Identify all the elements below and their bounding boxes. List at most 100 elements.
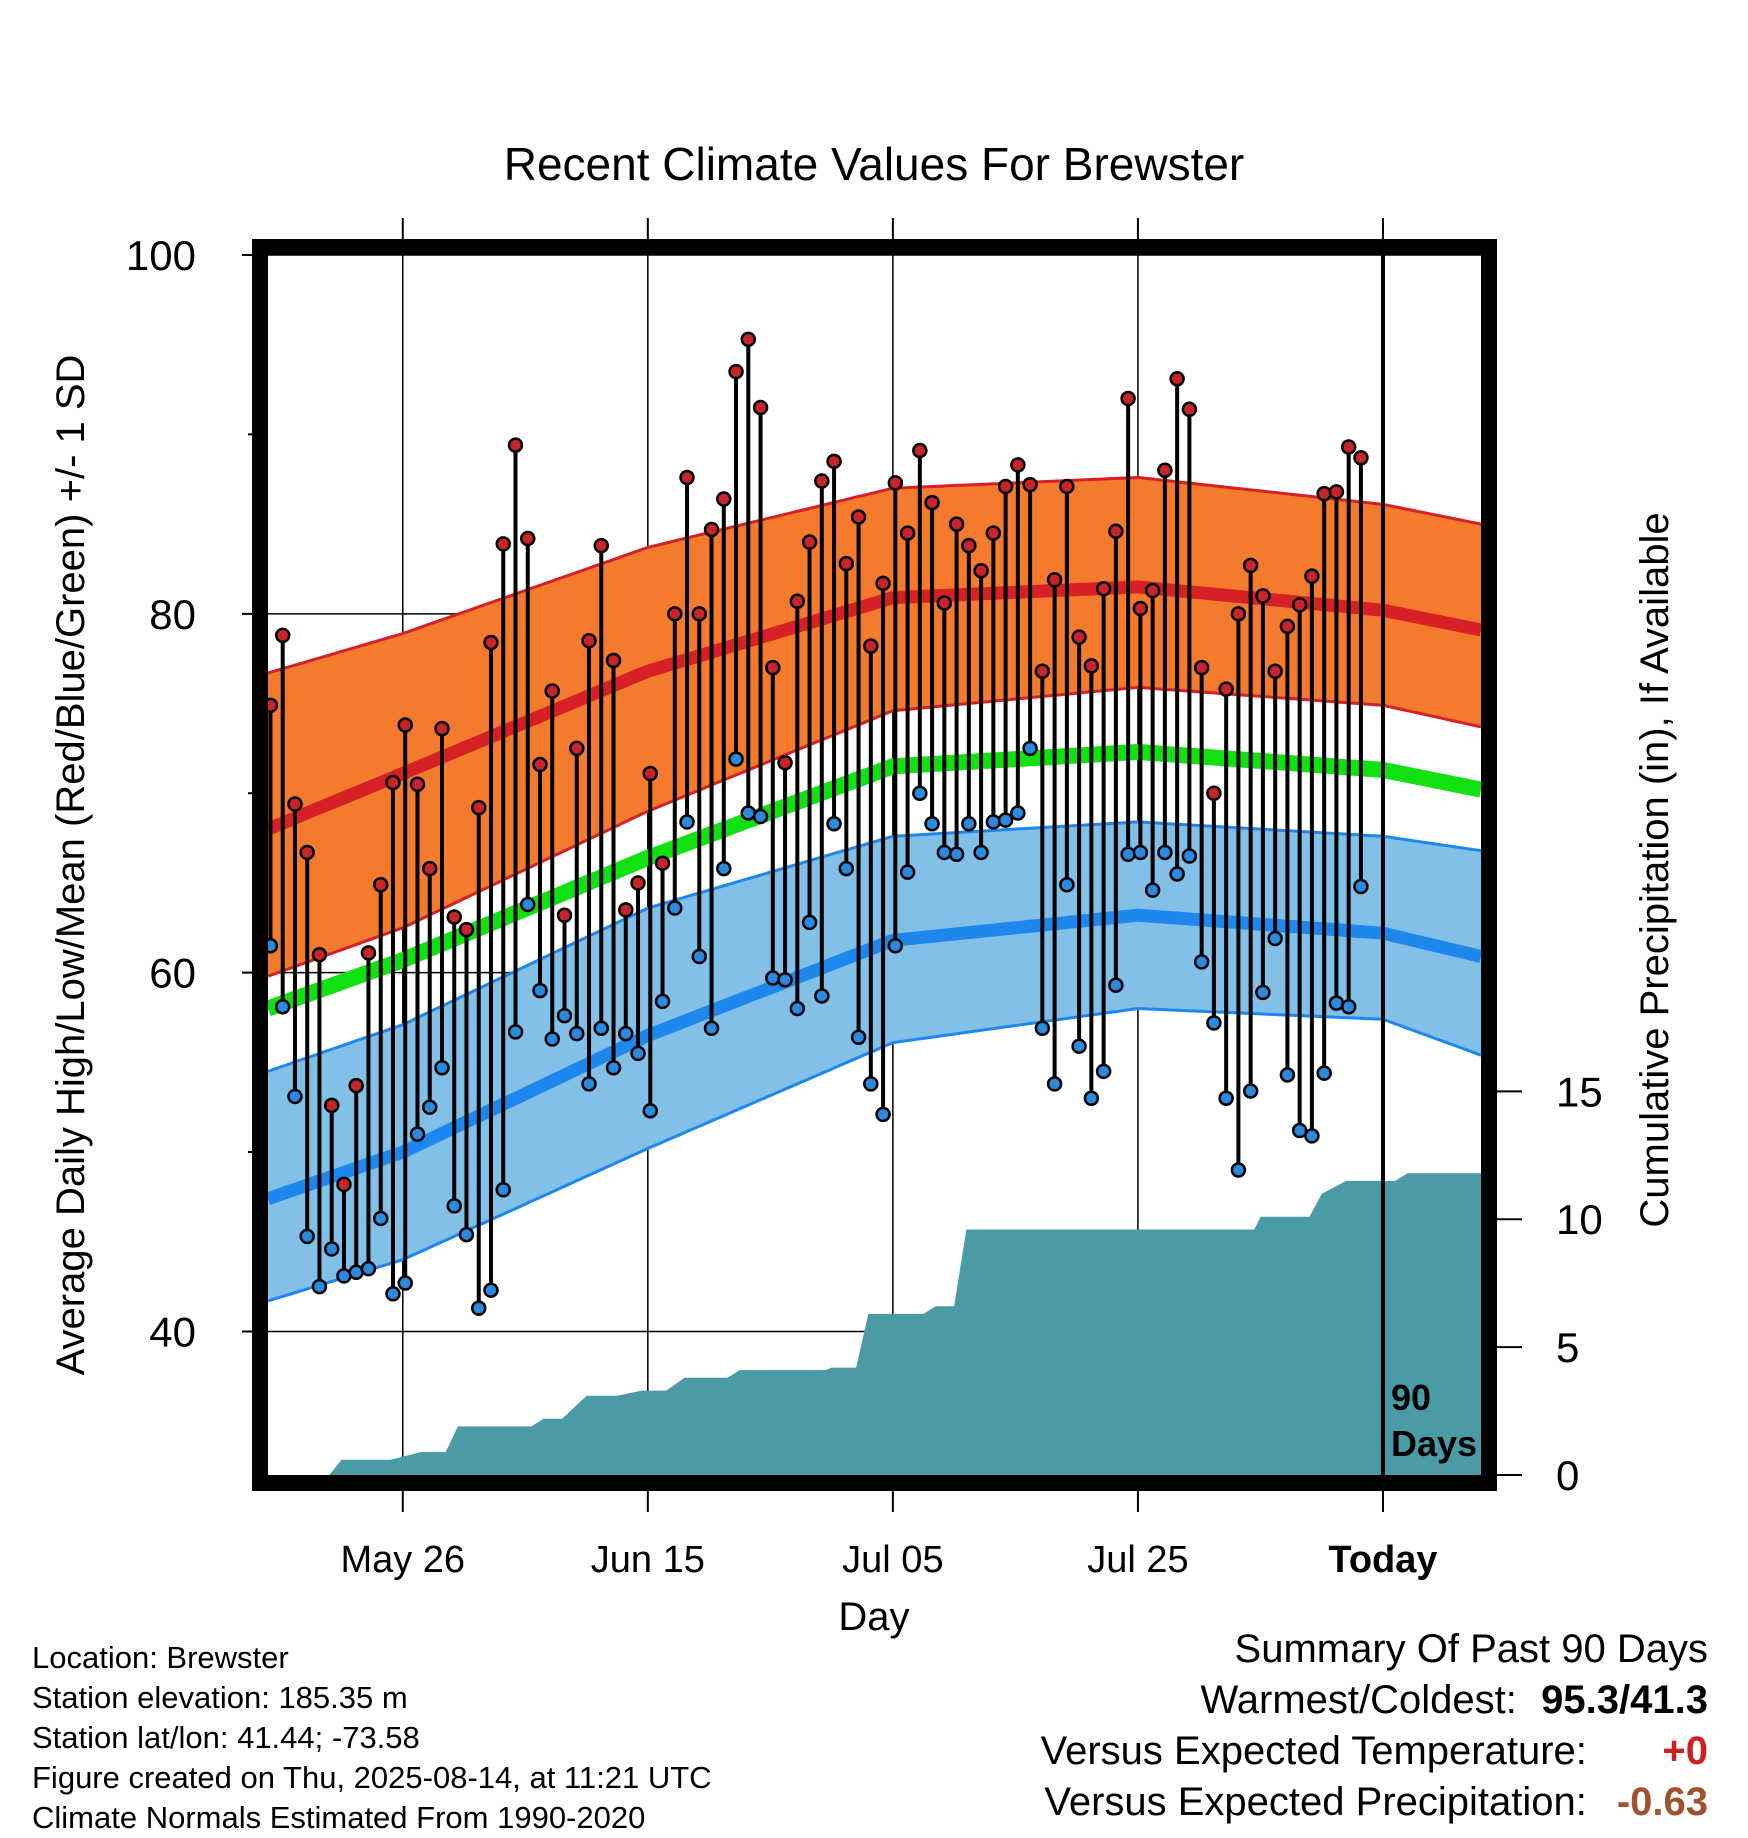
daily-high-point <box>1340 439 1357 455</box>
daily-high-point <box>728 363 744 380</box>
daily-low-point <box>826 815 842 832</box>
low-normal-band-upper-edge <box>267 820 1482 1073</box>
daily-high-point <box>274 627 291 644</box>
daily-low-point <box>679 814 695 830</box>
daily-low-point <box>1291 1122 1308 1139</box>
temperature-departure-row: Versus Expected Temperature: +0 <box>1041 1726 1708 1777</box>
daily-high-point <box>765 659 781 676</box>
precipitation-departure-row: Versus Expected Precipitation: -0.63 <box>1041 1777 1708 1828</box>
daily-high-point <box>1071 629 1087 645</box>
daily-low-point <box>618 1025 634 1042</box>
daily-low-point <box>961 815 977 832</box>
daily-high-point <box>826 453 842 470</box>
daily-high-point <box>777 754 793 771</box>
daily-high-point <box>593 537 610 554</box>
daily-high-point <box>1108 523 1124 540</box>
daily-low-point <box>397 1275 413 1291</box>
daily-low-point <box>850 1029 867 1045</box>
daily-high-point <box>1169 371 1185 387</box>
daily-temperature-series <box>262 331 1369 1316</box>
daily-high-point <box>1144 582 1161 599</box>
daily-low-point <box>1267 930 1283 947</box>
created-text: Figure created on Thu, 2025-08-14, at 11… <box>32 1760 712 1795</box>
daily-low-point <box>1340 998 1357 1015</box>
daily-high-point <box>1316 485 1332 502</box>
daily-low-point <box>360 1260 377 1277</box>
daily-high-point <box>446 909 462 925</box>
low-normal-band-fill <box>268 821 1481 1301</box>
daily-high-point <box>1328 484 1345 500</box>
warmest-coldest-value: 95.3/41.3 <box>1541 1678 1708 1722</box>
daily-low-point <box>703 1020 720 1037</box>
daily-low-point <box>875 1106 891 1123</box>
x-tick-label: Jun 15 <box>591 1539 705 1581</box>
summary-panel: Summary Of Past 90 Days Warmest/Coldest:… <box>1041 1624 1708 1828</box>
daily-low-point <box>691 948 708 965</box>
daily-low-point <box>434 1059 450 1076</box>
daily-high-point <box>887 475 904 491</box>
y2-axis-label: Cumulative Precipitation (in), If Availa… <box>1633 512 1677 1227</box>
daily-low-point <box>470 1300 487 1316</box>
precipitation-departure-value: -0.63 <box>1616 1780 1708 1824</box>
daily-low-point <box>973 844 989 861</box>
daily-high-point <box>1218 681 1234 697</box>
y-tick-label: 100 <box>126 232 196 279</box>
high-normal-band-lower-edge <box>267 685 1482 978</box>
daily-low-point <box>274 998 291 1015</box>
daily-low-point <box>716 860 732 877</box>
daily-high-point <box>470 799 487 816</box>
daily-high-point <box>458 921 475 938</box>
latlon-text: Station lat/lon: 41.44; -73.58 <box>32 1720 420 1755</box>
daily-high-point <box>985 525 1002 541</box>
daily-low-point <box>1193 954 1210 970</box>
daily-high-point <box>1034 663 1051 679</box>
daily-low-point <box>740 805 757 821</box>
daily-high-point <box>1181 401 1198 418</box>
daily-high-point <box>912 442 928 459</box>
y2-tick-label: 10 <box>1556 1196 1603 1243</box>
daily-high-point <box>838 555 855 572</box>
x-tick-label: Jul 05 <box>842 1539 943 1581</box>
today-marker-label: Days <box>1391 1423 1477 1464</box>
daily-high-point <box>397 717 413 733</box>
daily-high-point <box>1291 597 1308 613</box>
daily-low-point <box>605 1059 622 1076</box>
daily-low-point <box>446 1198 462 1214</box>
daily-high-point <box>1206 785 1222 801</box>
daily-low-point <box>789 1000 806 1017</box>
x-axis-label: Day <box>838 1595 909 1639</box>
daily-high-point <box>520 530 536 547</box>
daily-low-point <box>801 914 818 931</box>
today-marker-label: 90 <box>1391 1377 1431 1418</box>
daily-high-point <box>1132 600 1149 617</box>
daily-low-point <box>299 1228 315 1245</box>
daily-high-point <box>936 595 953 611</box>
daily-high-point <box>691 606 708 622</box>
daily-low-point <box>728 751 744 767</box>
daily-high-point <box>1157 462 1173 479</box>
daily-low-point <box>1218 1090 1234 1106</box>
daily-low-point <box>336 1268 352 1284</box>
daily-low-point <box>458 1226 475 1243</box>
daily-high-point <box>997 478 1014 495</box>
daily-high-point <box>801 534 818 550</box>
daily-low-point <box>1108 977 1124 993</box>
daily-high-point <box>1279 618 1296 635</box>
daily-high-point <box>605 652 622 669</box>
daily-high-point <box>299 844 315 861</box>
y-axis-label: Average Daily High/Low/Mean (Red/Blue/Gr… <box>49 355 93 1376</box>
daily-high-point <box>1242 557 1259 574</box>
daily-high-point <box>507 437 524 453</box>
station-info: Location: Brewster Station elevation: 18… <box>32 1638 712 1838</box>
daily-high-point <box>863 638 879 654</box>
precipitation-fill <box>268 1173 1481 1475</box>
daily-high-point <box>372 876 389 893</box>
plot-frame <box>252 239 1497 1491</box>
daily-high-point <box>654 855 671 871</box>
temperature-departure-value: +0 <box>1662 1729 1708 1773</box>
daily-high-point <box>581 632 597 649</box>
daily-low-point <box>495 1181 511 1198</box>
elevation-text: Station elevation: 185.35 m <box>32 1680 408 1715</box>
y-tick-label: 60 <box>149 950 196 997</box>
daily-high-point <box>716 491 732 507</box>
